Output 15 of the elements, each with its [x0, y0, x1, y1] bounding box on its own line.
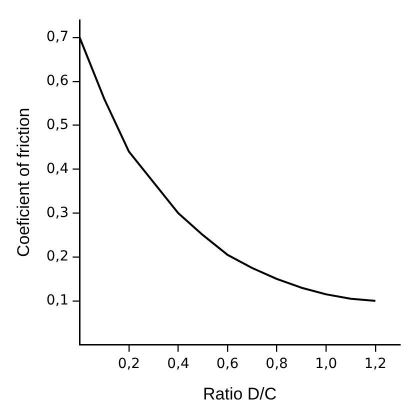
y-tick-label: 0,7	[46, 29, 69, 46]
x-axis-title: Ratio D/C	[202, 384, 277, 404]
x-tick-label: 0,4	[167, 356, 190, 372]
x-tick-label: 0,2	[118, 356, 140, 372]
y-tick-label: 0,6	[46, 73, 69, 90]
y-axis-title: Coeficient of friction	[14, 108, 33, 258]
y-tick-label: 0,2	[46, 248, 69, 265]
x-tick-label: 0,8	[266, 356, 288, 372]
y-tick-label: 0,1	[46, 292, 69, 309]
y-tick-label: 0,4	[46, 160, 69, 177]
x-tick-label: 0,6	[216, 356, 239, 372]
x-tick-label: 1,2	[364, 356, 386, 372]
y-tick-label: 0,5	[46, 116, 69, 133]
y-tick-label: 0,3	[46, 204, 69, 221]
x-tick-label: 1,0	[314, 356, 338, 372]
